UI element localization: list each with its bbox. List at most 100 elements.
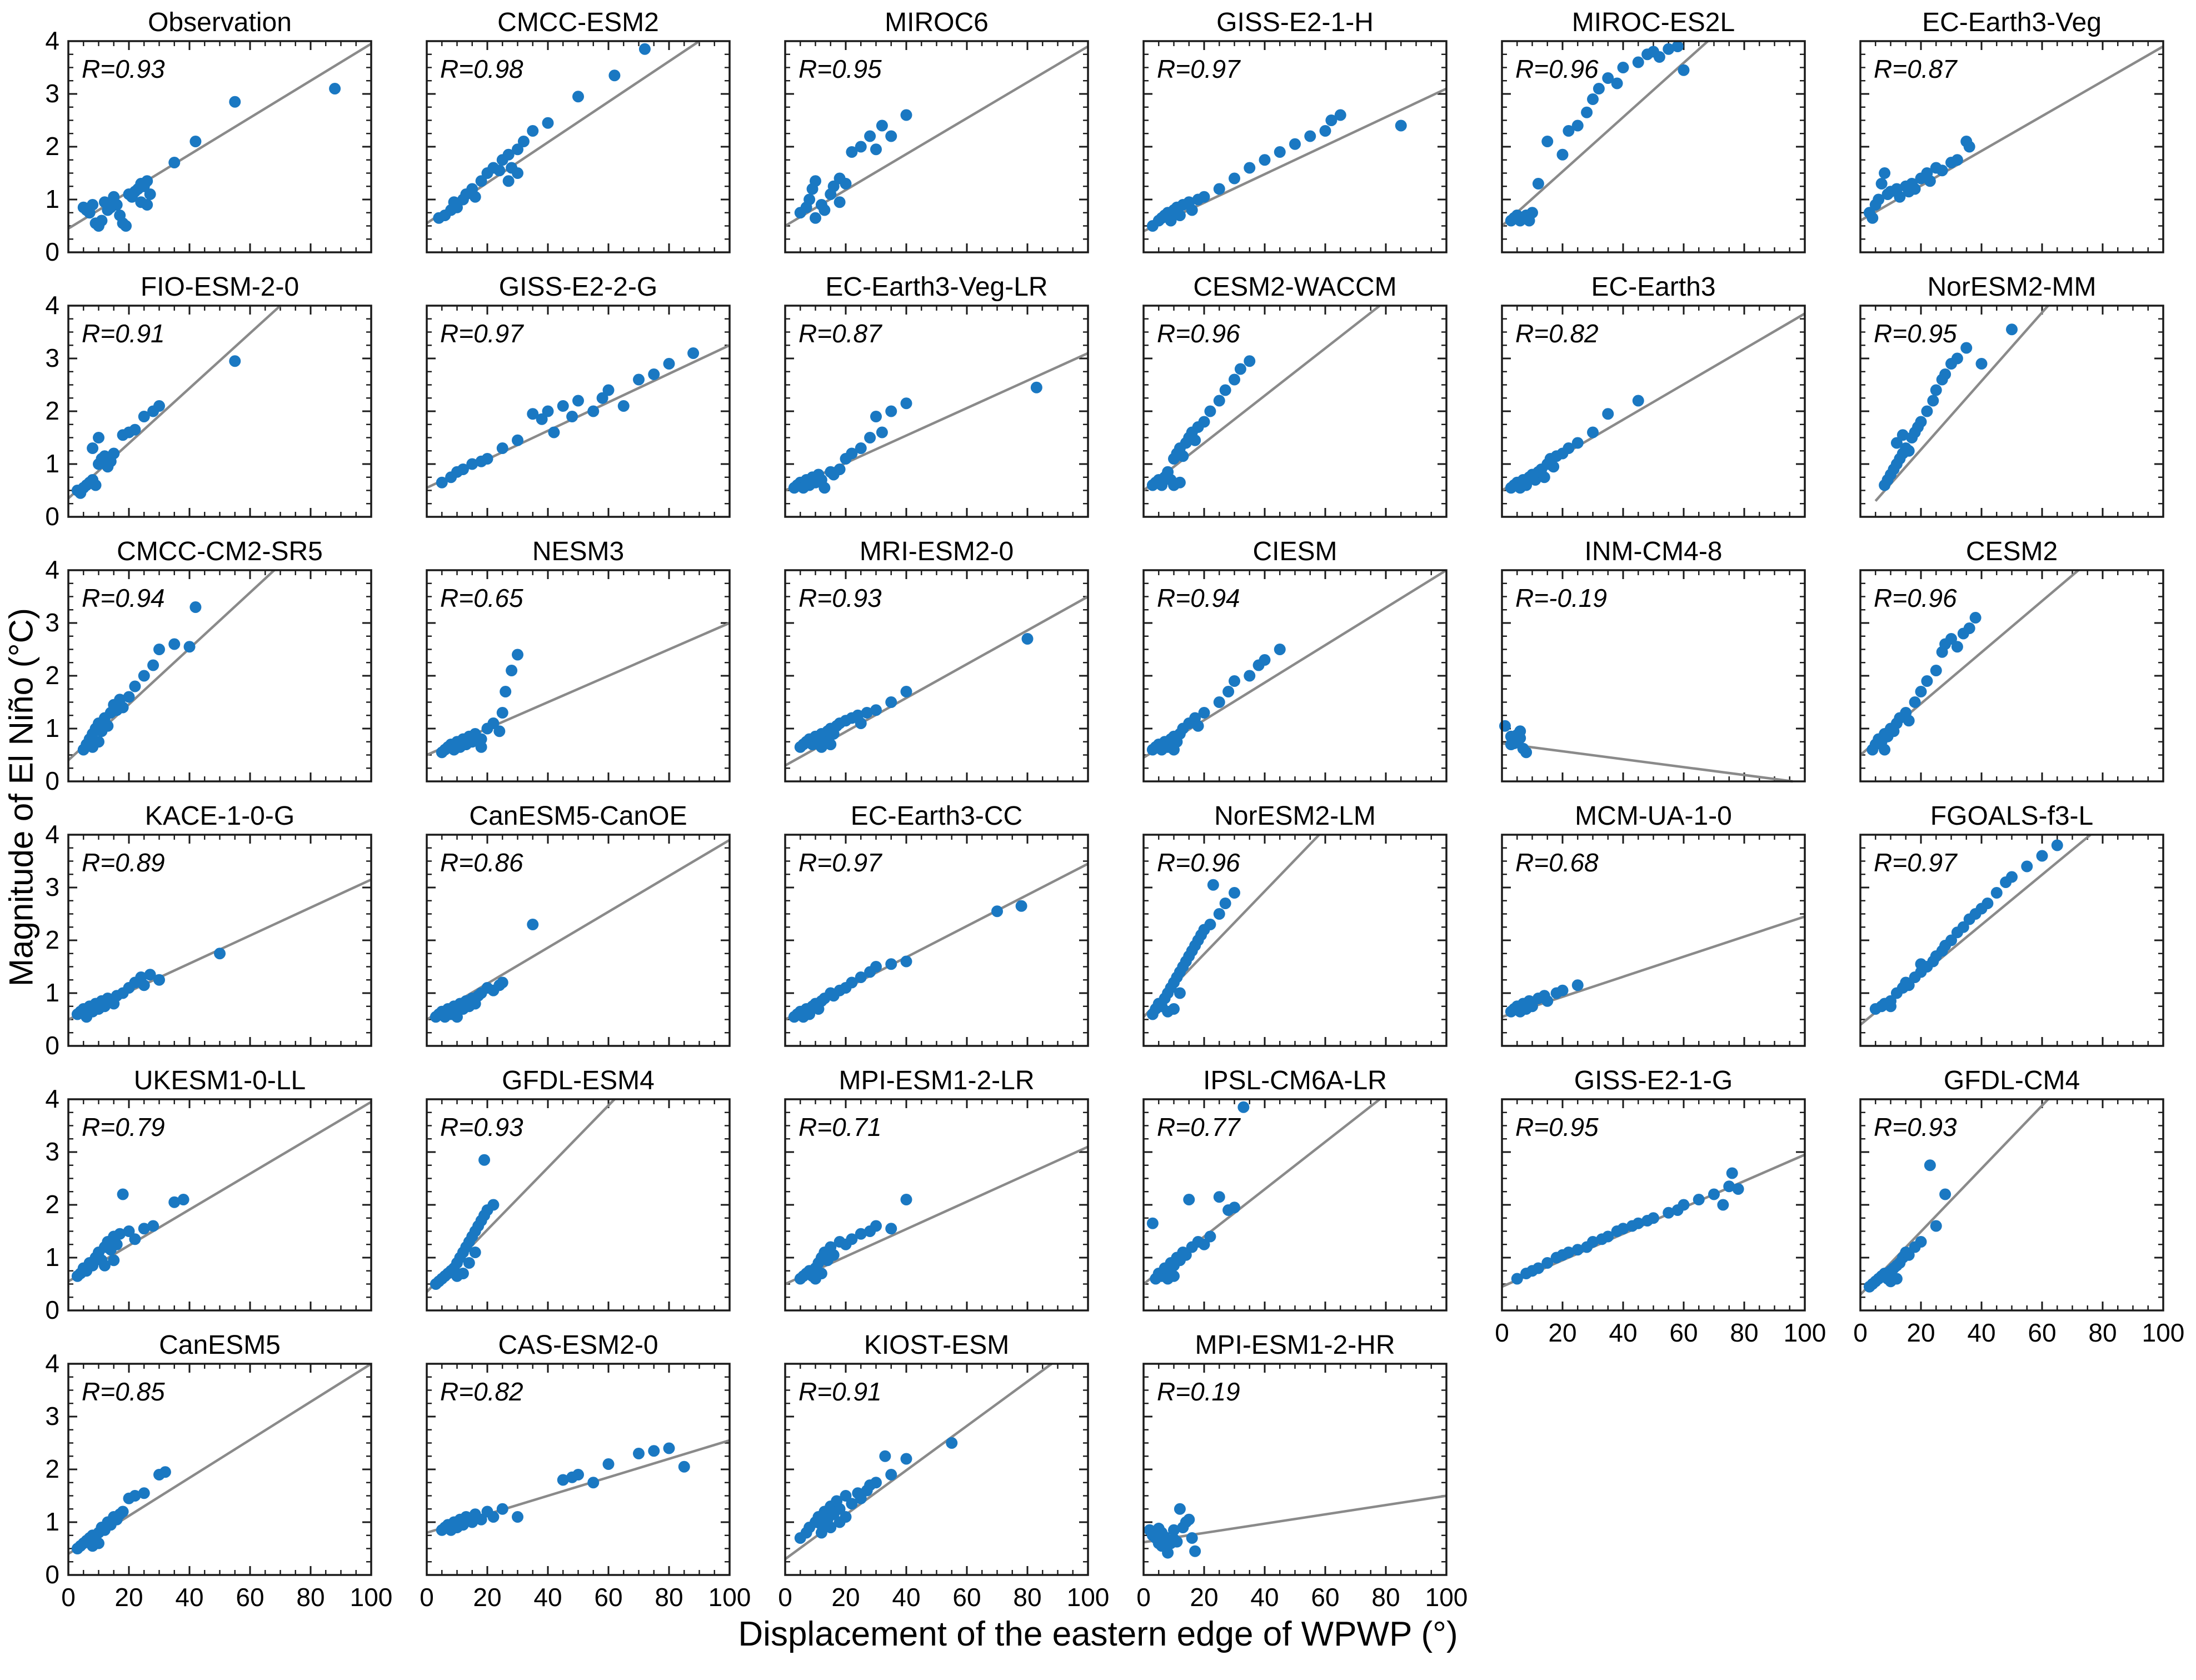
data-point — [527, 919, 539, 930]
y-tick-label: 3 — [45, 79, 59, 108]
data-point — [1915, 1236, 1927, 1248]
x-tick-label: 0 — [1853, 1318, 1868, 1347]
data-point — [1222, 686, 1235, 697]
data-point — [512, 434, 523, 446]
x-tick-label: 40 — [533, 1583, 562, 1612]
panel-title: INM-CM4-8 — [1584, 537, 1723, 566]
data-point — [1866, 212, 1879, 224]
panel-title: KACE-1-0-G — [144, 801, 295, 831]
data-point — [1617, 62, 1629, 73]
data-point — [1963, 622, 1975, 634]
data-point — [1903, 445, 1915, 457]
data-point — [138, 411, 150, 422]
data-point — [840, 178, 852, 190]
y-tick-label: 0 — [45, 237, 59, 266]
data-point — [1168, 1270, 1180, 1282]
data-point — [1304, 130, 1316, 142]
data-point — [496, 1503, 508, 1515]
data-point — [168, 157, 181, 168]
data-point — [834, 196, 846, 208]
scatter-plot: R=0.87 — [784, 305, 1089, 518]
data-point — [1921, 675, 1933, 687]
data-point — [1146, 1217, 1159, 1229]
data-point — [93, 736, 104, 748]
data-point — [168, 1196, 181, 1208]
y-axis-label: Magnitude of El Niño (°C) — [2, 608, 40, 986]
plot-border — [784, 40, 1089, 253]
data-point — [1499, 720, 1511, 732]
x-tick-label: 40 — [1250, 1583, 1279, 1612]
data-point — [1198, 416, 1210, 428]
scatter-plot: R=0.97 — [1142, 40, 1448, 253]
data-point — [900, 397, 912, 410]
data-point — [846, 1233, 858, 1245]
panel-miroc-es2l: MIROC-ES2L R=0.96 — [1501, 7, 1806, 253]
data-point — [153, 974, 165, 986]
correlation-label: R=0.93 — [1874, 1113, 1957, 1141]
data-point — [855, 1492, 867, 1504]
data-point — [1165, 215, 1177, 227]
x-tick-label: 0 — [420, 1583, 434, 1612]
scatter-plot: R=0.93 0 20 40 60 80 100 — [1853, 1098, 2184, 1347]
correlation-label: R=0.82 — [440, 1377, 523, 1406]
data-point — [1325, 114, 1337, 126]
x-tick-label: 20 — [831, 1583, 860, 1612]
panel-title: EC-Earth3 — [1591, 272, 1716, 302]
correlation-label: R=0.98 — [440, 54, 523, 83]
data-point — [1532, 178, 1544, 190]
data-point — [1678, 1199, 1690, 1211]
data-point — [466, 458, 478, 470]
data-point — [1526, 1000, 1538, 1013]
y-tick-label: 3 — [45, 1402, 59, 1430]
correlation-label: R=0.86 — [440, 848, 523, 877]
x-tick-label: 20 — [1548, 1318, 1576, 1347]
y-tick-label: 0 — [45, 502, 59, 531]
panel-canesm5-canoe: CanESM5-CanOE R=0.86 — [426, 800, 731, 1047]
panel-title: MCM-UA-1-0 — [1575, 801, 1732, 831]
data-point — [108, 1254, 120, 1267]
panel-mcm-ua-1-0: MCM-UA-1-0 R=0.68 — [1501, 800, 1806, 1047]
data-point — [1945, 934, 1957, 946]
panel-giss-e2-1-g: GISS-E2-1-G R=0.95 0 20 40 60 80 100 — [1495, 1065, 1826, 1347]
correlation-label: R=0.94 — [1157, 584, 1240, 612]
correlation-label: R=0.95 — [1515, 1113, 1599, 1141]
panel-title: FGOALS-f3-L — [1930, 801, 2094, 831]
correlation-label: R=0.96 — [1157, 848, 1240, 877]
panel-title: MRI-ESM2-0 — [859, 537, 1014, 566]
data-point — [1903, 715, 1915, 727]
data-point — [463, 1257, 475, 1269]
data-point — [602, 1458, 615, 1470]
data-point — [1015, 900, 1027, 912]
y-tick-label: 4 — [45, 1349, 59, 1378]
panel-title: CMCC-CM2-SR5 — [117, 537, 323, 566]
data-point — [1990, 887, 2003, 899]
data-point — [1924, 1159, 1936, 1171]
data-point — [885, 1469, 897, 1480]
x-tick-label: 40 — [1967, 1318, 1995, 1347]
data-point — [123, 691, 135, 703]
data-point — [457, 463, 469, 475]
data-point — [602, 384, 615, 396]
data-point — [1587, 426, 1599, 438]
correlation-label: R=0.19 — [1157, 1377, 1240, 1406]
data-point — [846, 976, 858, 989]
data-point — [1563, 1247, 1575, 1258]
plot-border — [426, 1098, 731, 1312]
scatter-plot: R=0.82 — [1501, 305, 1806, 518]
data-point — [1548, 461, 1560, 473]
data-point — [876, 426, 888, 438]
data-point — [1189, 1545, 1201, 1557]
panel-grid: Observation R=0.93 0 1 2 3 4 CMCC-ESM2 R=0.98 MIR… — [45, 7, 2184, 1612]
data-point — [855, 141, 867, 153]
panel-title: MPI-ESM1-2-HR — [1195, 1330, 1395, 1360]
data-point — [1602, 1230, 1614, 1243]
correlation-label: R=0.97 — [440, 319, 524, 348]
data-point — [487, 717, 500, 729]
data-point — [1879, 167, 1891, 179]
data-point — [481, 453, 493, 465]
data-point — [2006, 871, 2018, 883]
correlation-label: R=0.82 — [1515, 319, 1599, 348]
data-point — [451, 1011, 463, 1023]
data-point — [1723, 1180, 1735, 1193]
data-point — [436, 476, 448, 488]
